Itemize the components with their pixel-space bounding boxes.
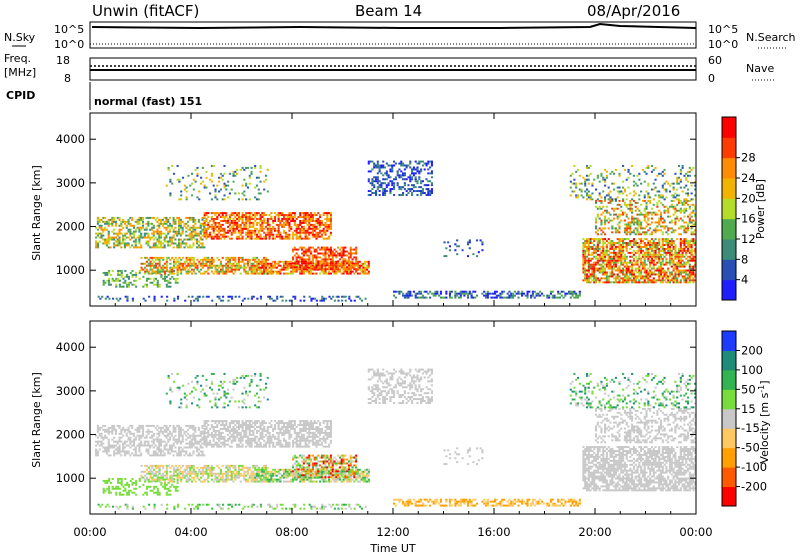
velocity-colorbar-tick: -100 bbox=[741, 460, 767, 474]
velocity-ytick-label: 4000 bbox=[56, 340, 85, 354]
noise-left-tick-bottom: 10^0 bbox=[54, 38, 84, 51]
velocity-colorbar-segment bbox=[722, 408, 736, 429]
velocity-ytick-label: 3000 bbox=[56, 384, 85, 398]
velocity-data bbox=[95, 368, 697, 510]
power-colorbar-tick: 24 bbox=[741, 171, 756, 185]
power-ytick-label: 2000 bbox=[56, 220, 85, 234]
power-ytick-label: 4000 bbox=[56, 132, 85, 146]
station-title: Unwin (fitACF) bbox=[92, 2, 199, 20]
freq-right-tick-top: 60 bbox=[708, 54, 722, 67]
power-colorbar-tick: 20 bbox=[741, 191, 756, 205]
time-xtick-label: 04:00 bbox=[174, 525, 207, 539]
power-ytick-label: 1000 bbox=[56, 263, 85, 277]
power-panel: 1000 2000 3000 4000 Slant Range [km] bbox=[30, 112, 697, 307]
time-xtick-label: 08:00 bbox=[275, 525, 308, 539]
power-colorbar-segment bbox=[722, 178, 736, 199]
velocity-colorbar-segment bbox=[722, 486, 736, 507]
power-data bbox=[95, 160, 697, 302]
noise-left-tick-top: 10^5 bbox=[54, 23, 84, 36]
power-colorbar-segment bbox=[722, 157, 736, 179]
power-colorbar-segment bbox=[722, 218, 736, 240]
freq-panel: 18 8 60 0 Freq. [MHz] Nave CPID bbox=[4, 52, 774, 102]
velocity-colorbar-segment bbox=[722, 331, 736, 351]
time-xtick-label: 00:00 bbox=[73, 525, 106, 539]
noise-panel: 10^5 10^0 10^5 10^0 N.Sky N.Search bbox=[4, 21, 796, 51]
freq-label-line2: [MHz] bbox=[4, 66, 36, 79]
power-colorbar-segment bbox=[722, 239, 736, 260]
nsky-label: N.Sky bbox=[4, 31, 36, 44]
velocity-panel: 1000 2000 3000 4000 00:00 04:00 08:00 12:00 16:… bbox=[30, 113, 713, 554]
power-ytick-label: 3000 bbox=[56, 176, 85, 190]
cpid-label: CPID bbox=[6, 89, 35, 102]
power-colorbar-segment bbox=[722, 117, 736, 138]
time-xtick-label: 16:00 bbox=[477, 525, 510, 539]
power-colorbar-label: Power [dB] bbox=[754, 179, 767, 239]
power-colorbar-tick: 28 bbox=[741, 151, 756, 165]
freq-left-tick-top: 18 bbox=[56, 54, 70, 67]
freq-label-line1: Freq. bbox=[4, 52, 31, 65]
power-colorbar-segment bbox=[722, 279, 736, 301]
velocity-colorbar-tick: 100 bbox=[741, 363, 763, 377]
power-colorbar-tick: 8 bbox=[741, 252, 748, 266]
velocity-colorbar-segment bbox=[722, 447, 736, 468]
velocity-ylabel: Slant Range [km] bbox=[30, 372, 43, 468]
velocity-colorbar-segment bbox=[722, 350, 736, 371]
noise-sky-line bbox=[91, 22, 697, 30]
velocity-colorbar-segment bbox=[722, 467, 736, 488]
power-colorbar-tick: 12 bbox=[741, 232, 756, 246]
velocity-colorbar-segment bbox=[722, 389, 736, 410]
velocity-colorbar-tick: -200 bbox=[741, 480, 767, 494]
date-title: 08/Apr/2016 bbox=[587, 2, 680, 20]
beam-title: Beam 14 bbox=[355, 2, 422, 20]
velocity-ytick-label: 2000 bbox=[56, 428, 85, 442]
freq-right-tick-bottom: 0 bbox=[708, 72, 715, 85]
velocity-ytick-label: 1000 bbox=[56, 471, 85, 485]
power-colorbar-segment bbox=[722, 259, 736, 281]
power-colorbar-segment bbox=[722, 198, 736, 220]
power-colorbar-tick: 4 bbox=[741, 273, 748, 287]
time-xtick-label: 00:00 bbox=[679, 525, 712, 539]
velocity-colorbar-label: Velocity [m s-1] bbox=[757, 380, 772, 463]
time-xtick-label: 12:00 bbox=[376, 525, 409, 539]
power-colorbar: 4 8 12 16 20 24 28 Power [dB] bbox=[721, 116, 767, 301]
velocity-colorbar: -200 -100 -50 -15 15 50 100 200 Velocity [m s-1… bbox=[721, 330, 772, 507]
freq-left-tick-bottom: 8 bbox=[64, 72, 71, 85]
velocity-colorbar-tick: 50 bbox=[741, 382, 756, 396]
power-ylabel: Slant Range [km] bbox=[30, 165, 43, 261]
time-xtick-label: 20:00 bbox=[578, 525, 611, 539]
nsearch-label: N.Search bbox=[746, 31, 796, 44]
time-xlabel: Time UT bbox=[369, 542, 415, 554]
nave-label: Nave bbox=[746, 62, 774, 75]
cpid-panel: normal (fast) 151 bbox=[89, 82, 202, 110]
velocity-colorbar-segment bbox=[722, 428, 736, 449]
noise-right-tick-top: 10^5 bbox=[708, 23, 738, 36]
velocity-colorbar-tick: -50 bbox=[741, 441, 760, 455]
velocity-colorbar-tick: 15 bbox=[741, 402, 756, 416]
power-colorbar-segment bbox=[722, 137, 736, 159]
power-colorbar-tick: 16 bbox=[741, 212, 756, 226]
velocity-colorbar-tick: -15 bbox=[741, 421, 760, 435]
velocity-colorbar-tick: 200 bbox=[741, 343, 763, 357]
cpid-text: normal (fast) 151 bbox=[94, 95, 202, 108]
velocity-colorbar-segment bbox=[722, 369, 736, 390]
noise-right-tick-bottom: 10^0 bbox=[708, 38, 738, 51]
